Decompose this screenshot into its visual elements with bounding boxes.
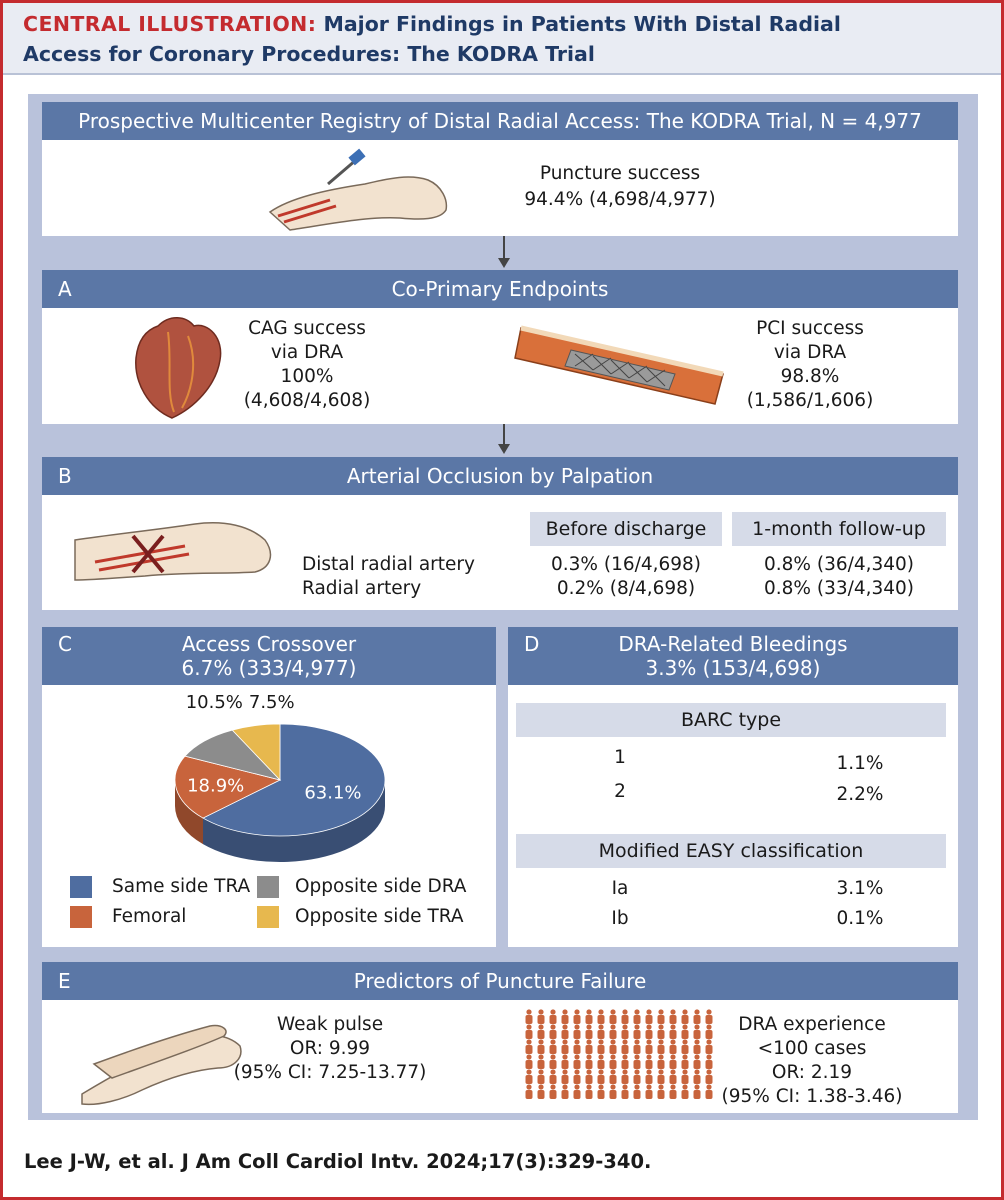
pie-slice-femoral — [174, 755, 282, 819]
section-c-letter: C — [58, 632, 72, 656]
hand-occlusion-icon — [74, 522, 272, 581]
distal-radial-label: Distal radial artery — [302, 554, 475, 575]
puncture-success-label: Puncture success — [539, 163, 701, 184]
pulse-palpation-icon — [81, 1024, 242, 1106]
before-discharge-header: Before discharge — [530, 512, 722, 546]
radial-before: 0.2% (8/4,698) — [556, 578, 696, 599]
legend-label-opposite-side-tra: Opposite side TRA — [295, 906, 464, 927]
easy-row-1-value: 3.1% — [836, 878, 884, 899]
down-arrow-icon — [498, 236, 510, 268]
registry-heading: Prospective Multicenter Registry of Dist… — [78, 109, 922, 133]
title-bar: CENTRAL ILLUSTRATION: Major Findings in … — [3, 3, 1001, 75]
registry-panel — [42, 140, 958, 236]
hand-puncture-icon — [268, 148, 448, 231]
legend-label-opposite-side-dra: Opposite side DRA — [295, 876, 467, 897]
people-grid-icon — [525, 1009, 713, 1099]
cag-line-1: CAG success — [248, 318, 366, 339]
pci-line-1: PCI success — [756, 318, 864, 339]
pie-slice-opposite-side-dra — [184, 729, 282, 781]
title-line-1: CENTRAL ILLUSTRATION: Major Findings in … — [23, 9, 981, 39]
pie-slice-same-side-tra — [202, 723, 386, 837]
section-b-letter: B — [58, 464, 72, 488]
section-c-subheading: 6.7% (333/4,977) — [181, 656, 357, 680]
section-a-heading: Co-Primary Endpoints — [391, 277, 609, 301]
experience-line-3: OR: 2.19 — [771, 1062, 853, 1083]
title-lead: CENTRAL ILLUSTRATION: — [23, 12, 317, 36]
pie-label-opposite-side-tra: 7.5% — [249, 692, 295, 713]
section-d-heading-bar: D DRA-Related Bleedings 3.3% (153/4,698) — [508, 627, 958, 685]
cag-line-2: via DRA — [270, 342, 344, 363]
section-b-heading-bar: B Arterial Occlusion by Palpation — [42, 457, 958, 495]
section-c-heading-bar: C Access Crossover 6.7% (333/4,977) — [42, 627, 496, 685]
pie-side-femoral — [175, 780, 204, 845]
easy-row-2-value: 0.1% — [836, 908, 884, 929]
section-a-heading-bar: A Co-Primary Endpoints — [42, 270, 958, 308]
section-c-heading: Access Crossover — [181, 632, 357, 656]
registry-heading-bar: Prospective Multicenter Registry of Dist… — [42, 102, 958, 140]
experience-line-2: <100 cases — [757, 1038, 867, 1059]
radial-label: Radial artery — [302, 578, 422, 599]
cag-line-3: 100% — [280, 366, 334, 387]
legend-swatch-opposite-side-dra — [257, 876, 279, 898]
heart-icon — [135, 317, 222, 419]
legend-swatch-same-side-tra — [70, 876, 92, 898]
easy-row-2-label: Ib — [611, 908, 629, 929]
followup-header: 1-month follow-up — [732, 512, 946, 546]
puncture-success-value: 94.4% (4,698/4,977) — [524, 189, 716, 210]
experience-line-4: (95% CI: 1.38-3.46) — [721, 1086, 903, 1107]
legend-label-femoral: Femoral — [112, 906, 187, 927]
easy-row-1-label: Ia — [611, 878, 629, 899]
pie-slice-opposite-side-tra — [231, 723, 281, 781]
barc-row-1-value: 1.1% — [836, 753, 884, 774]
title-line-2: Access for Coronary Procedures: The KODR… — [23, 42, 595, 66]
section-b-heading: Arterial Occlusion by Palpation — [346, 464, 654, 488]
barc-row-2-label: 2 — [614, 781, 626, 802]
access-crossover-pie-chart: 63.1% 18.9% 10.5% 7.5% — [174, 692, 386, 862]
legend-label-same-side-tra: Same side TRA — [112, 876, 251, 897]
pie-label-same-side-tra: 63.1% — [304, 782, 361, 803]
section-e-heading-bar: E Predictors of Puncture Failure — [42, 962, 958, 1000]
section-a-letter: A — [58, 277, 72, 301]
experience-line-1: DRA experience — [738, 1014, 886, 1035]
cag-line-4: (4,608/4,608) — [243, 390, 371, 411]
pie-label-femoral: 18.9% — [187, 775, 244, 796]
section-e-letter: E — [58, 969, 71, 993]
pci-line-3: 98.8% — [780, 366, 840, 387]
easy-classification-header: Modified EASY classification — [516, 834, 946, 868]
legend-swatch-femoral — [70, 906, 92, 928]
pci-line-4: (1,586/1,606) — [746, 390, 874, 411]
section-d-subheading: 3.3% (153/4,698) — [645, 656, 821, 680]
weak-pulse-line-1: Weak pulse — [276, 1014, 384, 1035]
pie-side-same-side-tra — [203, 780, 385, 862]
pie-label-opposite-side-dra: 10.5% — [186, 692, 243, 713]
section-d-letter: D — [524, 632, 540, 656]
title-text-1: Major Findings in Patients With Distal R… — [323, 12, 841, 36]
section-d-heading: DRA-Related Bleedings — [618, 632, 848, 656]
barc-type-header: BARC type — [516, 703, 946, 737]
section-e-heading: Predictors of Puncture Failure — [353, 969, 647, 993]
down-arrow-icon — [498, 424, 510, 454]
distal-radial-before: 0.3% (16/4,698) — [550, 554, 702, 575]
pci-line-2: via DRA — [773, 342, 847, 363]
weak-pulse-line-2: OR: 9.99 — [289, 1038, 371, 1059]
distal-radial-after: 0.8% (36/4,340) — [763, 554, 915, 575]
legend-swatch-opposite-side-tra — [257, 906, 279, 928]
barc-row-2-value: 2.2% — [836, 784, 884, 805]
barc-row-1-label: 1 — [614, 747, 626, 768]
radial-after: 0.8% (33/4,340) — [763, 578, 915, 599]
weak-pulse-line-3: (95% CI: 7.25-13.77) — [233, 1062, 427, 1083]
stent-artery-icon — [514, 325, 724, 405]
citation: Lee J-W, et al. J Am Coll Cardiol Intv. … — [24, 1150, 652, 1173]
